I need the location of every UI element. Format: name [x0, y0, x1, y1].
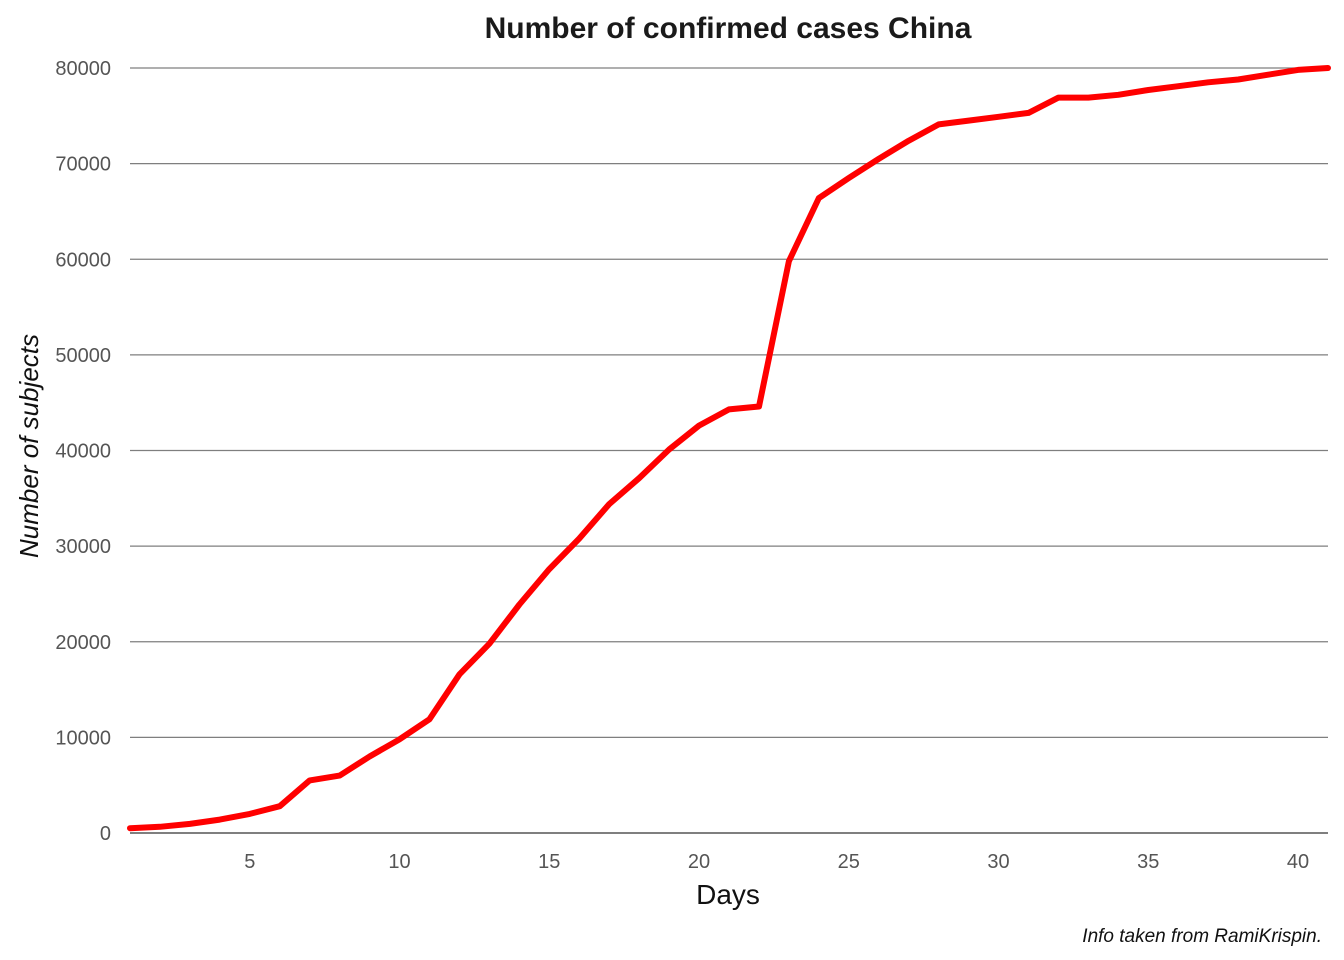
x-tick-label: 15: [538, 851, 560, 873]
y-tick-label: 20000: [55, 632, 111, 654]
y-tick-label: 70000: [55, 154, 111, 176]
source-caption: Info taken from RamiKrispin.: [1082, 926, 1322, 947]
x-axis-label: Days: [696, 879, 760, 910]
x-tick-label: 20: [688, 851, 710, 873]
x-axis-ticks: 5 10 15 20 25 30 35 40: [244, 851, 1309, 873]
chart-title: Number of confirmed cases China: [485, 12, 972, 45]
gridlines: [130, 67, 1328, 834]
y-tick-label: 40000: [55, 441, 111, 463]
x-tick-label: 10: [388, 851, 410, 873]
x-tick-label: 35: [1137, 851, 1159, 873]
y-axis-label: Number of subjects: [14, 334, 44, 558]
x-tick-label: 5: [244, 851, 255, 873]
y-tick-label: 50000: [55, 345, 111, 367]
y-axis-ticks: 0 10000 20000 30000 40000 50000 60000 70000 8000…: [55, 58, 111, 845]
y-tick-label: 80000: [55, 58, 111, 80]
y-tick-label: 0: [100, 823, 111, 845]
y-tick-label: 60000: [55, 249, 111, 271]
plot-area: [127, 65, 1331, 832]
x-tick-label: 25: [838, 851, 860, 873]
x-tick-label: 40: [1287, 851, 1309, 873]
y-tick-label: 10000: [55, 727, 111, 749]
series-line: [127, 65, 1331, 832]
y-tick-label: 30000: [55, 536, 111, 558]
x-tick-label: 30: [987, 851, 1009, 873]
